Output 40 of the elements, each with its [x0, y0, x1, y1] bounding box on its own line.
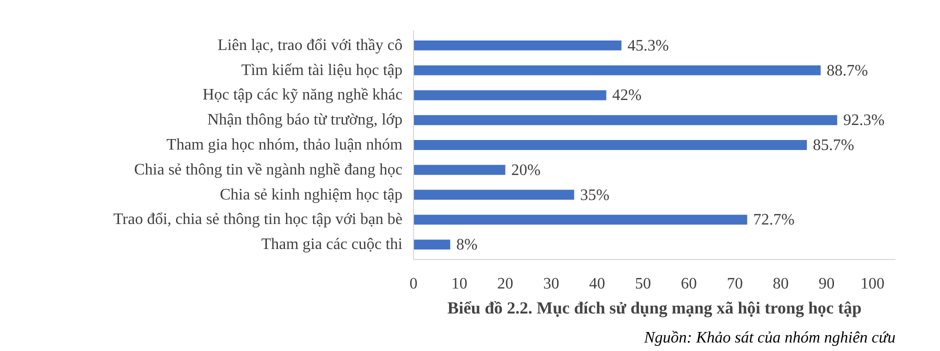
x-tick-label: 90: [818, 276, 835, 292]
data-label: 85.7%: [812, 137, 854, 154]
y-tick-label: Chia sẻ thông tin về ngành nghề đang học: [134, 161, 402, 178]
x-tick-label: 0: [410, 276, 418, 292]
y-tick-label: Tham gia các cuộc thi: [261, 236, 404, 254]
y-tick-label: Học tập các kỹ năng nghề khác: [202, 86, 403, 104]
data-label: 45.3%: [627, 37, 669, 54]
y-tick-label: Tham gia học nhóm, thảo luận nhóm: [166, 136, 404, 154]
y-tick-label: Nhận thông báo từ trường, lớp: [207, 112, 403, 129]
data-label: 42%: [612, 87, 642, 104]
bar: [414, 240, 450, 250]
bar: [414, 40, 622, 50]
data-label: 88.7%: [826, 62, 868, 80]
y-tick-label: Chia sẻ kinh nghiệm học tập: [220, 186, 403, 204]
bar: [414, 214, 748, 225]
bar: [414, 90, 606, 100]
y-tick-label: Trao đổi, chia sẻ thông tin học tập với bạn bè: [113, 211, 402, 228]
data-label: 8%: [456, 236, 478, 254]
x-tick-label: 100: [860, 276, 885, 292]
data-label: 35%: [580, 186, 610, 204]
x-tick-label: 30: [543, 276, 560, 292]
x-tick-label: 40: [589, 276, 606, 292]
x-tick-label: 60: [680, 276, 697, 292]
y-tick-label: Tìm kiếm tài liệu học tập: [241, 62, 403, 79]
bar: [414, 65, 821, 76]
text: Nguồn: Khảo sát của nhóm nghiên cứu: [643, 330, 896, 346]
y-tick-label: Liên lạc, trao đổi với thầy cô: [218, 36, 402, 54]
data-label: 72.7%: [753, 212, 795, 229]
bar: [414, 115, 838, 126]
x-tick-label: 10: [451, 276, 468, 292]
data-label: 92.3%: [843, 112, 885, 130]
bar: [414, 140, 807, 150]
bar: [414, 190, 574, 200]
text: Biểu đồ 2.2. Mục đích sử dụng mạng xã hội trong học tập: [447, 298, 862, 318]
data-label: 20%: [511, 162, 541, 179]
x-tick-label: 50: [635, 276, 652, 292]
bar: [414, 164, 506, 175]
x-tick-label: 70: [726, 276, 743, 292]
x-tick-label: 80: [772, 276, 789, 292]
x-tick-label: 20: [497, 276, 514, 292]
